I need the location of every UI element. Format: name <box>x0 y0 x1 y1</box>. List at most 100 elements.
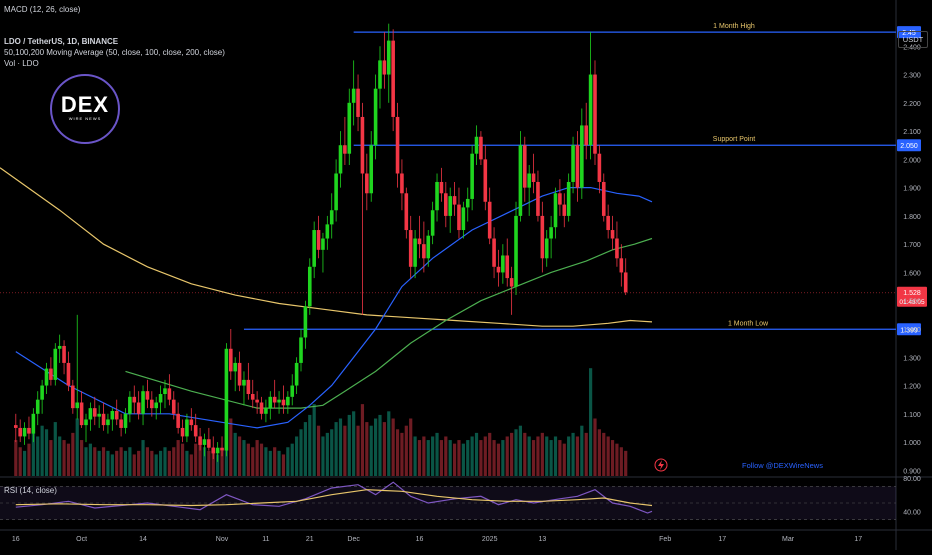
candle-body <box>518 145 523 216</box>
price-tick-label: 1.100 <box>903 412 921 419</box>
rsi-pane: 80.00 40.00 <box>0 476 921 520</box>
lightning-icon-bolt <box>658 460 664 470</box>
candle-body <box>457 204 461 231</box>
price-tick-label: 2.100 <box>903 129 921 136</box>
candle-body <box>84 419 88 426</box>
volume-bar <box>575 436 580 476</box>
ma-legend[interactable]: 50,100,200 Moving Average (50, close, 10… <box>4 48 225 57</box>
candle-body <box>193 425 198 437</box>
candle-body <box>584 125 589 146</box>
price-tick-label: 2.000 <box>903 157 921 164</box>
logo-subtext: WIRE NEWS <box>68 116 102 121</box>
candle-body <box>246 379 251 395</box>
rsi-ma-line <box>15 489 653 507</box>
volume-bar <box>31 432 35 476</box>
volume-bar <box>137 450 141 476</box>
volume-bar <box>321 436 325 476</box>
candle-body <box>501 255 505 273</box>
volume-bar <box>492 440 496 476</box>
price-axis: 2.4002.3002.2002.1002.0001.9001.8001.700… <box>903 44 921 475</box>
candle-body <box>334 173 338 211</box>
level-lines: 1 Month High 2.45 Support Point 2.050 1 Mont… <box>0 23 927 336</box>
price-tick-label: 1.800 <box>903 214 921 221</box>
candle-body <box>329 210 334 225</box>
level-badge <box>897 323 921 336</box>
volume-bar <box>409 418 413 476</box>
candle-body <box>395 116 400 174</box>
volume-bar <box>571 432 575 476</box>
volume-bar <box>448 440 452 476</box>
volume-bar <box>312 404 316 476</box>
volume-bar <box>510 432 514 476</box>
candle-body <box>303 306 308 338</box>
candle-body <box>154 402 159 409</box>
volume-bar <box>615 443 619 476</box>
price-tick-label: 1.600 <box>903 270 921 277</box>
candle-body <box>514 215 518 287</box>
candle-body <box>312 230 316 267</box>
candle-body <box>92 408 97 417</box>
candle-body <box>294 362 299 386</box>
volume-bar <box>422 436 426 476</box>
candle-body <box>435 181 439 211</box>
volume-bar <box>53 422 57 476</box>
volume-bar <box>479 440 483 476</box>
volume-bar <box>22 450 27 476</box>
follow-link[interactable]: Follow @DEXWireNews <box>742 461 823 470</box>
volume-bar <box>216 454 220 476</box>
candle-body <box>49 368 53 380</box>
candle-body <box>150 399 154 409</box>
candle-body <box>224 348 229 451</box>
quote-unit-button[interactable]: USDT <box>898 31 928 48</box>
candle-body <box>229 348 233 372</box>
volume-bar <box>141 440 145 476</box>
volume-bar <box>281 454 286 476</box>
volume-legend[interactable]: Vol · LDO <box>4 59 39 68</box>
candle-body <box>145 391 150 400</box>
volume-bar <box>198 440 202 476</box>
volume-bar <box>404 425 408 476</box>
rsi-tick-label: 40.00 <box>903 509 921 516</box>
candle-body <box>114 410 119 420</box>
time-tick-label: Mar <box>782 536 795 543</box>
volume-bar <box>619 447 623 476</box>
candle-body <box>610 230 615 239</box>
volume-bar <box>610 440 615 476</box>
candle-body <box>27 427 31 434</box>
volume-bar <box>593 418 597 476</box>
volume-bar <box>189 454 193 476</box>
candle-body <box>413 238 417 267</box>
candle-body <box>373 88 378 146</box>
candle-body <box>101 413 106 426</box>
candle-body <box>22 427 27 437</box>
volume-bar <box>470 436 474 476</box>
volume-bar <box>501 440 505 476</box>
candle-body <box>220 447 224 451</box>
volume-bar <box>330 429 334 476</box>
candle-body <box>207 439 211 448</box>
price-tick-label: 1.300 <box>903 355 921 362</box>
volume-bar <box>303 422 307 476</box>
volume-bar <box>466 440 470 476</box>
volume-bar <box>365 422 369 476</box>
volume-bar <box>343 425 347 476</box>
rsi-label[interactable]: RSI (14, close) <box>4 486 57 495</box>
level-badge <box>897 139 921 152</box>
candle-body <box>62 345 66 363</box>
candle-body <box>588 74 593 146</box>
volume-bar <box>488 432 492 476</box>
candle-body <box>31 413 36 434</box>
volume-bar <box>378 414 382 476</box>
volume-bar <box>233 432 237 476</box>
volume-bar <box>597 429 601 476</box>
candle-body <box>347 102 352 154</box>
symbol-title[interactable]: LDO / TetherUS, 1D, BINANCE <box>4 37 119 46</box>
volume-bar <box>158 450 163 476</box>
volume-bar <box>84 447 88 476</box>
candle-body <box>167 388 172 400</box>
volume-bar <box>382 422 386 476</box>
volume-bar <box>518 425 522 476</box>
candle-body <box>351 88 356 103</box>
